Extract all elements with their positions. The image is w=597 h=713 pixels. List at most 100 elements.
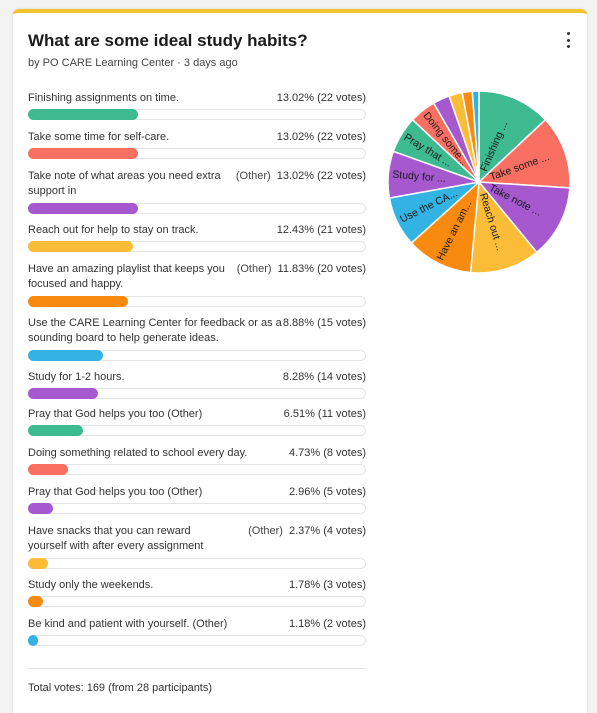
option-bar-fill: [28, 503, 53, 514]
more-vertical-icon[interactable]: [563, 32, 573, 48]
poll-option: Take some time for self-care. 13.02% (22 …: [28, 130, 366, 159]
option-bar-fill: [28, 148, 138, 159]
option-result: 1.78% (3 votes): [289, 578, 366, 593]
option-label: Finishing assignments on time.: [28, 92, 180, 104]
poll-option: Study only the weekends. 1.78% (3 votes): [28, 578, 366, 607]
option-bar-fill: [28, 635, 38, 646]
poll-option: Reach out for help to stay on track. 12.4…: [28, 223, 366, 252]
option-row: Study only the weekends. 1.78% (3 votes): [28, 578, 366, 593]
option-bar-track: [28, 425, 366, 436]
option-stat: 8.88% (15 votes): [282, 317, 366, 329]
option-bar-track: [28, 203, 366, 214]
option-row: Reach out for help to stay on track. 12.4…: [28, 223, 366, 238]
option-label: Have snacks that you can reward yourself…: [28, 525, 204, 552]
option-bar-fill: [28, 596, 43, 607]
option-label: Study only the weekends.: [28, 579, 154, 591]
option-bar-fill: [28, 109, 138, 120]
option-bar-fill: [28, 203, 138, 214]
option-bar-track: [28, 503, 366, 514]
poll-option: Pray that God helps you too (Other) 2.96%…: [28, 485, 366, 514]
option-result: 13.02% (22 votes): [277, 130, 366, 145]
pie-slice-label: Study for ...: [392, 169, 447, 185]
option-label: Take note of what areas you need extra s…: [28, 170, 221, 197]
option-row: Take some time for self-care. 13.02% (22 …: [28, 130, 366, 145]
option-bar-fill: [28, 296, 128, 307]
option-stat: 2.37% (4 votes): [288, 525, 366, 537]
poll-card: What are some ideal study habits? by PO …: [13, 9, 587, 713]
option-bar-fill: [28, 558, 48, 569]
option-bar-fill: [28, 425, 83, 436]
pie-slice: [478, 90, 547, 184]
results-pie-chart: Finishing ...Take some ...Take note ...R…: [387, 90, 571, 274]
option-stat: 13.02% (22 votes): [276, 131, 366, 143]
option-row: Study for 1-2 hours. 8.28% (14 votes): [28, 370, 366, 385]
option-bar-fill: [28, 388, 98, 399]
total-votes: Total votes: 169 (from 28 participants): [28, 682, 213, 694]
option-stat: 13.02% (22 votes): [276, 92, 366, 104]
option-stat: 6.51% (11 votes): [283, 408, 366, 420]
option-bar-fill: [28, 464, 68, 475]
poll-byline: by PO CARE Learning Center · 3 days ago: [28, 57, 238, 69]
option-row: Finishing assignments on time. 13.02% (22…: [28, 91, 366, 106]
option-result: 12.43% (21 votes): [277, 223, 366, 238]
poll-option: Take note of what areas you need extra s…: [28, 169, 366, 214]
divider: [28, 668, 366, 669]
option-stat: 13.02% (22 votes): [276, 170, 366, 182]
poll-option: Have an amazing playlist that keeps you …: [28, 262, 366, 307]
pie-slice: [469, 180, 538, 274]
poll-option: Be kind and patient with yourself. (Othe…: [28, 617, 366, 646]
poll-option: Study for 1-2 hours. 8.28% (14 votes): [28, 370, 366, 399]
option-bar-track: [28, 558, 366, 569]
option-bar-track: [28, 148, 366, 159]
poll-question: What are some ideal study habits?: [28, 31, 308, 50]
option-label: Reach out for help to stay on track.: [28, 224, 199, 236]
option-label: Take some time for self-care.: [28, 131, 170, 143]
option-stat: 11.83% (20 votes): [277, 263, 366, 275]
poll-option: Doing something related to school every …: [28, 446, 366, 475]
option-result: (Other) 2.37% (4 votes): [248, 524, 366, 539]
option-label: Use the CARE Learning Center for feedbac…: [28, 317, 282, 344]
pie-slice: [410, 180, 480, 274]
option-bar-track: [28, 635, 366, 646]
other-tag: (Other): [248, 525, 283, 537]
poll-option: Finishing assignments on time. 13.02% (22…: [28, 91, 366, 120]
pie-slice: [471, 90, 480, 183]
option-result: 2.96% (5 votes): [289, 485, 366, 500]
option-result: (Other) 13.02% (22 votes): [236, 169, 366, 184]
poll-option: Pray that God helps you too (Other) 6.51%…: [28, 407, 366, 436]
option-stat: 8.28% (14 votes): [282, 371, 366, 383]
option-bar-track: [28, 596, 366, 607]
option-row: Pray that God helps you too (Other) 6.51%…: [28, 407, 366, 422]
option-label: Have an amazing playlist that keeps you …: [28, 263, 225, 290]
option-result: (Other) 11.83% (20 votes): [237, 262, 366, 277]
option-bar-track: [28, 296, 366, 307]
option-bar-track: [28, 109, 366, 120]
option-stat: 4.73% (8 votes): [288, 447, 366, 459]
poll-option: Use the CARE Learning Center for feedbac…: [28, 316, 366, 361]
option-row: Have snacks that you can reward yourself…: [28, 524, 366, 554]
option-label: Study for 1-2 hours.: [28, 371, 125, 383]
option-bar-fill: [28, 241, 133, 252]
option-result: 8.88% (15 votes): [283, 316, 366, 331]
other-tag: (Other): [236, 263, 272, 275]
option-label: Be kind and patient with yourself. (Othe…: [28, 618, 228, 630]
option-result: 1.18% (2 votes): [289, 617, 366, 632]
option-bar-fill: [28, 350, 103, 361]
pie-slice: [477, 118, 571, 189]
option-stat: 1.18% (2 votes): [288, 618, 366, 630]
option-stat: 2.96% (5 votes): [288, 486, 366, 498]
option-bar-track: [28, 388, 366, 399]
other-tag: (Other): [235, 170, 271, 182]
option-result: 6.51% (11 votes): [284, 407, 366, 422]
option-bar-track: [28, 464, 366, 475]
option-bar-track: [28, 241, 366, 252]
option-stat: 1.78% (3 votes): [288, 579, 366, 591]
option-row: Doing something related to school every …: [28, 446, 366, 461]
option-stat: 12.43% (21 votes): [276, 224, 366, 236]
option-bar-track: [28, 350, 366, 361]
option-label: Doing something related to school every …: [28, 447, 248, 459]
option-row: Pray that God helps you too (Other) 2.96%…: [28, 485, 366, 500]
option-result: 13.02% (22 votes): [277, 91, 366, 106]
pie-slice: [477, 181, 571, 254]
option-row: Take note of what areas you need extra s…: [28, 169, 366, 199]
